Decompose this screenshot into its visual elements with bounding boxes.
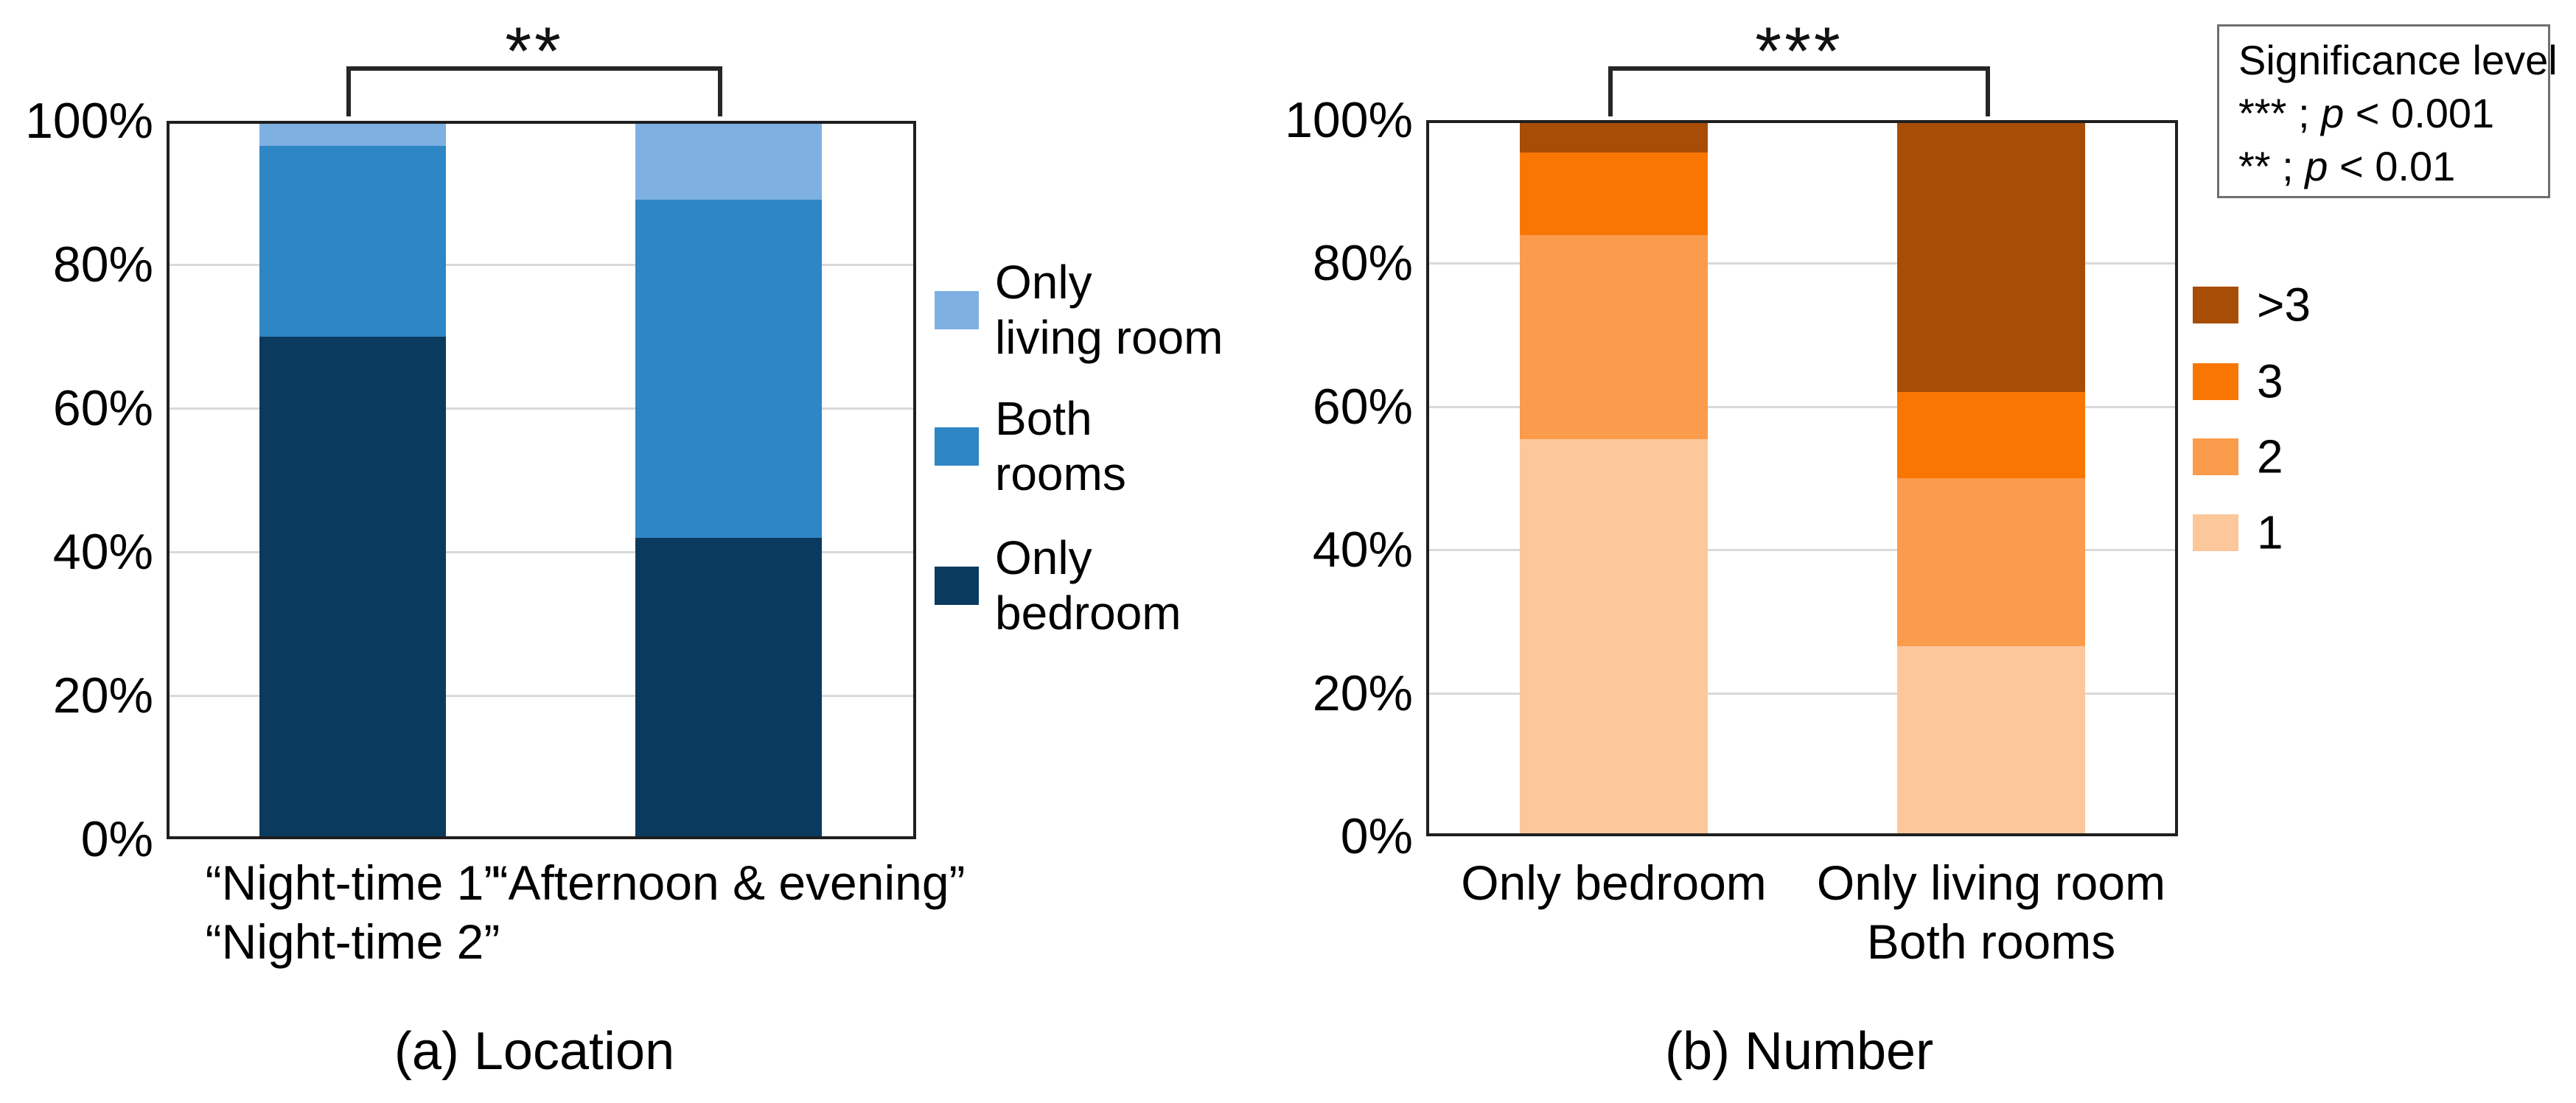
legend-label-line: 2 bbox=[2257, 430, 2283, 483]
y-axis-tick-label: 100% bbox=[1285, 92, 1413, 148]
legend-label-line: 3 bbox=[2257, 354, 2283, 408]
significance-stars: ** bbox=[505, 14, 564, 89]
bar-segment-location-0 bbox=[259, 336, 446, 839]
category-label: Only living room Both rooms bbox=[1817, 853, 2165, 971]
legend-label-line: >3 bbox=[2257, 278, 2311, 332]
category-label-line: Only bedroom bbox=[1461, 855, 1767, 910]
legend-swatch bbox=[2193, 363, 2238, 400]
bar-segment-number-0 bbox=[1520, 438, 1708, 836]
category-label: “Night-time 1” “Night-time 2” bbox=[206, 853, 500, 971]
bar-segment-number-1 bbox=[1520, 234, 1708, 439]
legend-label-line: bedroom bbox=[995, 586, 1181, 640]
stacked-bar bbox=[1520, 120, 1708, 836]
bar-segment-location-2 bbox=[259, 121, 446, 147]
legend-swatch bbox=[2193, 438, 2238, 475]
legend-label-line: rooms bbox=[995, 447, 1126, 500]
y-axis-tick-label: 60% bbox=[52, 380, 153, 436]
category-label: “Afternoon & evening” bbox=[492, 853, 965, 912]
y-axis-tick-label: 60% bbox=[1312, 378, 1413, 435]
significance-stars: *** bbox=[1755, 14, 1843, 89]
category-label-line: “Afternoon & evening” bbox=[492, 855, 966, 910]
legend-label: 2 bbox=[2257, 430, 2283, 485]
stacked-bar bbox=[1897, 120, 2085, 836]
bar-segment-location-1 bbox=[259, 146, 446, 337]
gridline bbox=[1426, 405, 2178, 408]
chart-caption: (a) Location bbox=[394, 1022, 675, 1081]
legend-label-line: 1 bbox=[2257, 505, 2283, 559]
legend-label: Both rooms bbox=[995, 391, 1126, 502]
y-axis-tick-label: 80% bbox=[52, 237, 153, 293]
y-axis-tick-label: 20% bbox=[52, 668, 153, 724]
category-label: Only bedroom bbox=[1461, 853, 1767, 912]
y-axis-tick-label: 100% bbox=[25, 93, 153, 149]
category-label-line: Only living room bbox=[1816, 855, 2166, 910]
category-label-line: “Night-time 1” bbox=[205, 855, 500, 910]
stacked-bar bbox=[259, 121, 446, 839]
legend-label: 3 bbox=[2257, 354, 2283, 410]
legend-swatch bbox=[935, 291, 979, 329]
bar-segment-location-2 bbox=[635, 121, 822, 200]
stacked-bar bbox=[635, 121, 822, 839]
bar-segment-location-1 bbox=[635, 200, 822, 538]
gridline bbox=[1426, 692, 2178, 695]
legend-label: Only living room bbox=[995, 255, 1223, 365]
legend-label: Only bedroom bbox=[995, 531, 1181, 641]
y-axis-tick-label: 80% bbox=[1312, 235, 1413, 292]
legend-swatch bbox=[935, 427, 979, 466]
category-label-line: Both rooms bbox=[1866, 914, 2116, 969]
significance-entry: *** ; p < 0.001 bbox=[2238, 90, 2495, 136]
legend-swatch bbox=[2193, 514, 2238, 551]
significance-stars-text: ** bbox=[2238, 143, 2271, 189]
gridline bbox=[1426, 262, 2178, 265]
gridline bbox=[167, 695, 916, 697]
significance-entry: ** ; p < 0.01 bbox=[2238, 143, 2456, 189]
legend-swatch bbox=[935, 567, 979, 605]
legend-label: 1 bbox=[2257, 505, 2283, 561]
legend-label-line: Both bbox=[995, 392, 1092, 445]
gridline bbox=[167, 551, 916, 553]
bar-segment-number-3 bbox=[1897, 120, 2085, 393]
legend-label-line: Only bbox=[995, 256, 1092, 309]
y-axis-tick-label: 0% bbox=[1340, 808, 1413, 864]
gridline bbox=[167, 407, 916, 410]
significance-stars-text: *** bbox=[2238, 90, 2287, 136]
significance-level-box: Significance level *** ; p < 0.001 ** ; … bbox=[2217, 24, 2558, 198]
legend-label-line: Only bbox=[995, 531, 1092, 584]
y-axis-tick-label: 20% bbox=[1312, 665, 1413, 721]
p-symbol: p bbox=[2305, 143, 2328, 189]
bar-segment-number-0 bbox=[1897, 646, 2085, 836]
bar-segment-number-2 bbox=[1520, 152, 1708, 235]
legend-label-line: living room bbox=[995, 311, 1224, 364]
significance-box-title: Significance level bbox=[2238, 37, 2558, 83]
significance-bracket bbox=[346, 66, 722, 116]
y-axis-tick-label: 40% bbox=[52, 524, 153, 580]
legend-swatch bbox=[2193, 287, 2238, 323]
bar-segment-location-0 bbox=[635, 537, 822, 839]
y-axis-tick-label: 40% bbox=[1312, 522, 1413, 578]
bar-segment-number-1 bbox=[1897, 478, 2085, 647]
bar-segment-number-2 bbox=[1897, 392, 2085, 479]
gridline bbox=[1426, 549, 2178, 552]
category-label-line: “Night-time 2” bbox=[205, 914, 500, 969]
significance-bracket bbox=[1608, 66, 1990, 116]
chart-caption: (b) Number bbox=[1664, 1022, 1934, 1081]
bar-segment-number-3 bbox=[1520, 120, 1708, 153]
p-symbol: p bbox=[2321, 90, 2345, 136]
y-axis-tick-label: 0% bbox=[80, 811, 153, 867]
legend-label: >3 bbox=[2257, 278, 2311, 333]
gridline bbox=[167, 264, 916, 266]
